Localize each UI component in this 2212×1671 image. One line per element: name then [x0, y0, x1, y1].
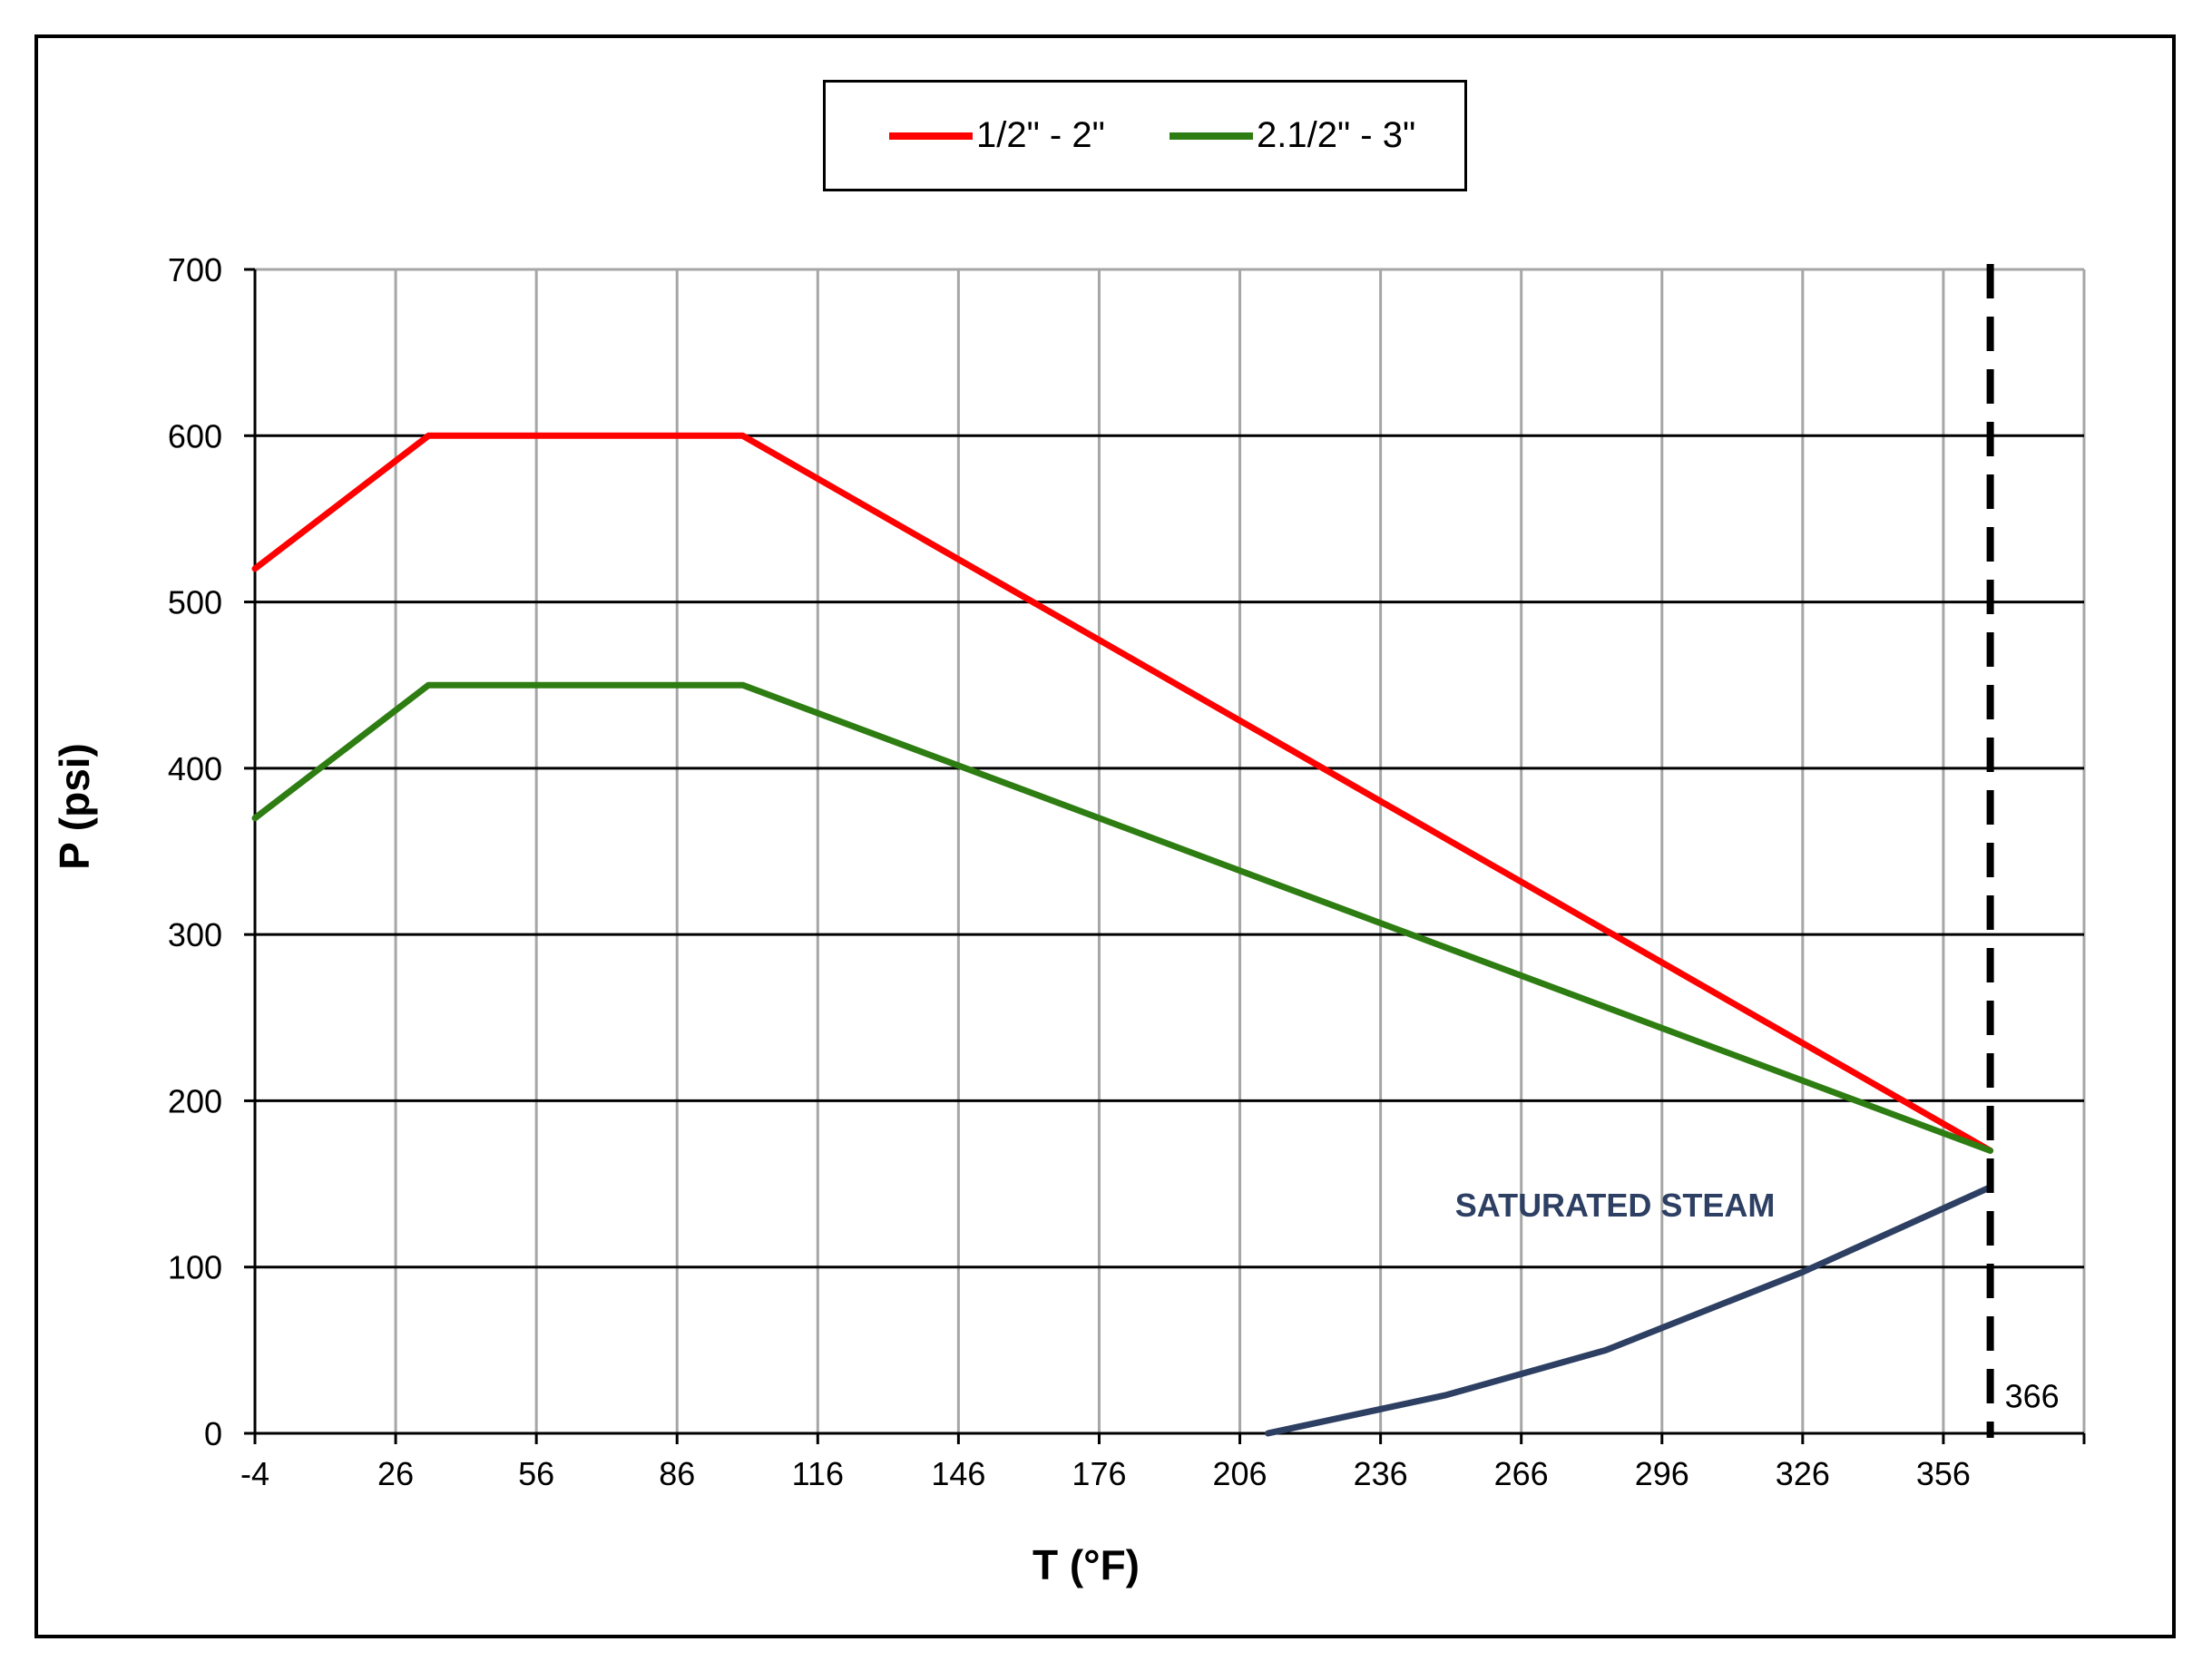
y-axis-title: P (psi) [51, 743, 98, 870]
x-tick-label: -4 [240, 1455, 269, 1492]
y-tick-label: 200 [168, 1082, 222, 1119]
y-tick-label: 0 [204, 1415, 222, 1452]
legend-item-series-1: 1/2" - 2" [889, 83, 1105, 189]
y-tick-label: 100 [168, 1249, 222, 1286]
x-tick-label: 266 [1494, 1455, 1549, 1492]
legend-swatch-series-2 [1170, 132, 1253, 140]
series-line-3 [1265, 1184, 1994, 1437]
annotation-saturated-steam: SATURATED STEAM [1455, 1187, 1776, 1224]
legend-item-series-2: 2.1/2" - 3" [1170, 83, 1415, 189]
y-tick-label: 300 [168, 916, 222, 953]
y-tick-label: 500 [168, 584, 222, 621]
x-tick-label: 296 [1635, 1455, 1689, 1492]
x-tick-label: 26 [377, 1455, 414, 1492]
x-axis-title: T (°F) [1033, 1541, 1140, 1588]
x-tick-label: 236 [1354, 1455, 1408, 1492]
axes-layer [244, 268, 2086, 1444]
y-tick-label: 700 [168, 251, 222, 288]
chart-legend: 1/2" - 2" 2.1/2" - 3" [823, 80, 1467, 191]
chart-frame [34, 34, 2176, 1638]
series-line-2 [251, 681, 1994, 1154]
series-layer [251, 264, 1994, 1438]
legend-swatch-series-1 [889, 132, 973, 140]
y-tick-label: 400 [168, 750, 222, 787]
grid-layer [255, 268, 2086, 1433]
annotation-marker-value: 366 [2005, 1378, 2060, 1415]
x-tick-label: 356 [1916, 1455, 1971, 1492]
x-tick-label: 326 [1776, 1455, 1830, 1492]
series-line-1 [251, 432, 1994, 1154]
x-tick-label: 56 [518, 1455, 554, 1492]
x-tick-label: 146 [931, 1455, 985, 1492]
x-tick-label: 116 [792, 1455, 844, 1492]
legend-label-series-2: 2.1/2" - 3" [1257, 115, 1416, 155]
x-tick-label: 206 [1212, 1455, 1267, 1492]
y-tick-label: 600 [168, 417, 222, 454]
labels-layer: 0 100 200 300 400 500 600 700 -4 26 56 86 116 146 176 2… [168, 251, 2060, 1492]
legend-label-series-1: 1/2" - 2" [976, 115, 1105, 155]
x-tick-label: 176 [1072, 1455, 1126, 1492]
x-tick-label: 86 [659, 1455, 695, 1492]
